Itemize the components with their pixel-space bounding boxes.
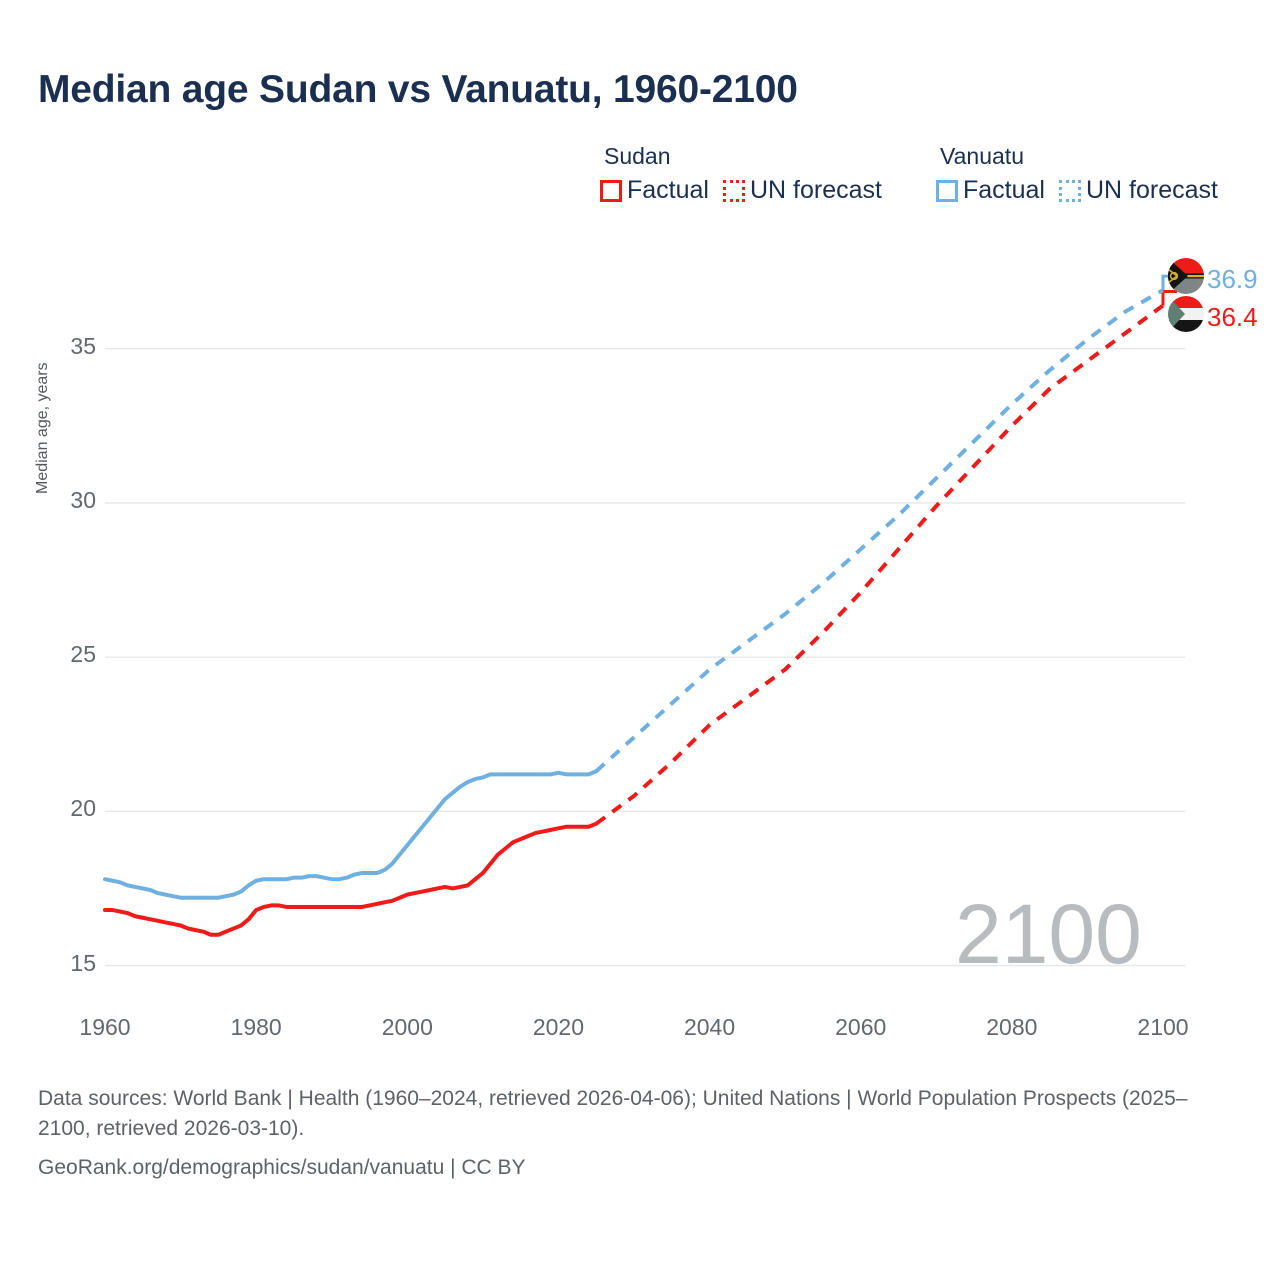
legend-label-sudan-forecast: UN forecast — [749, 176, 882, 204]
x-tick-label: 1960 — [79, 1014, 131, 1040]
series-line-factual-vanuatu — [103, 769, 599, 900]
y-tick-label: 20 — [70, 795, 96, 822]
x-tick-label: 2060 — [835, 1014, 887, 1040]
y-tick-label: 15 — [70, 949, 96, 976]
legend-item-vanuatu-forecast[interactable]: UN forecast — [1058, 176, 1218, 205]
legend-item-sudan-factual[interactable]: Factual — [600, 176, 709, 205]
end-label-sudan: 36.4 — [1207, 302, 1258, 332]
series-line-forecast-sudan — [595, 303, 1165, 826]
footer-attribution: GeoRank.org/demographics/sudan/vanuatu |… — [38, 1155, 526, 1179]
series-line-factual-sudan — [103, 821, 599, 937]
legend-country-sudan: Sudan — [604, 143, 671, 169]
legend-swatch-solid-icon — [936, 179, 958, 202]
x-tick-label: 2100 — [1137, 1014, 1189, 1040]
vanuatu-flag-icon — [1168, 258, 1204, 294]
x-tick-label: 2000 — [381, 1014, 433, 1040]
legend-label-sudan-factual: Factual — [627, 176, 709, 204]
end-label-vanuatu: 36.9 — [1207, 264, 1258, 294]
y-axis-ticks: 15 20 25 30 35 — [22, 0, 96, 1280]
page-title: Median age Sudan vs Vanuatu, 1960-2100 — [38, 68, 798, 111]
legend-label-vanuatu-factual: Factual — [963, 176, 1045, 204]
legend-item-sudan-forecast[interactable]: UN forecast — [722, 176, 882, 205]
legend-item-vanuatu-factual[interactable]: Factual — [936, 176, 1045, 205]
x-tick-label: 2080 — [986, 1014, 1038, 1040]
x-tick-label: 2020 — [532, 1014, 585, 1040]
footer: Data sources: World Bank | Health (1960–… — [38, 1084, 1218, 1183]
y-tick-label: 30 — [70, 486, 96, 513]
series-line-forecast-vanuatu — [594, 288, 1164, 773]
x-tick-label: 2040 — [683, 1014, 736, 1040]
legend-label-vanuatu-forecast: UN forecast — [1085, 176, 1218, 204]
sudan-flag-icon — [1168, 296, 1204, 332]
legend-swatch-dotted-icon — [1058, 179, 1081, 202]
legend-group-vanuatu: Vanuatu Factual UN forecast — [936, 143, 1218, 205]
footer-data-sources: Data sources: World Bank | Health (1960–… — [38, 1087, 1188, 1141]
legend-country-vanuatu: Vanuatu — [940, 143, 1024, 169]
year-watermark: 2100 — [955, 887, 1142, 981]
legend-swatch-dotted-icon — [722, 179, 745, 202]
legend-group-sudan: Sudan Factual UN forecast — [600, 143, 882, 205]
y-tick-label: 25 — [70, 641, 96, 668]
legend-swatch-solid-icon — [600, 179, 622, 202]
x-tick-label: 1980 — [230, 1014, 282, 1040]
y-tick-label: 35 — [70, 332, 96, 359]
